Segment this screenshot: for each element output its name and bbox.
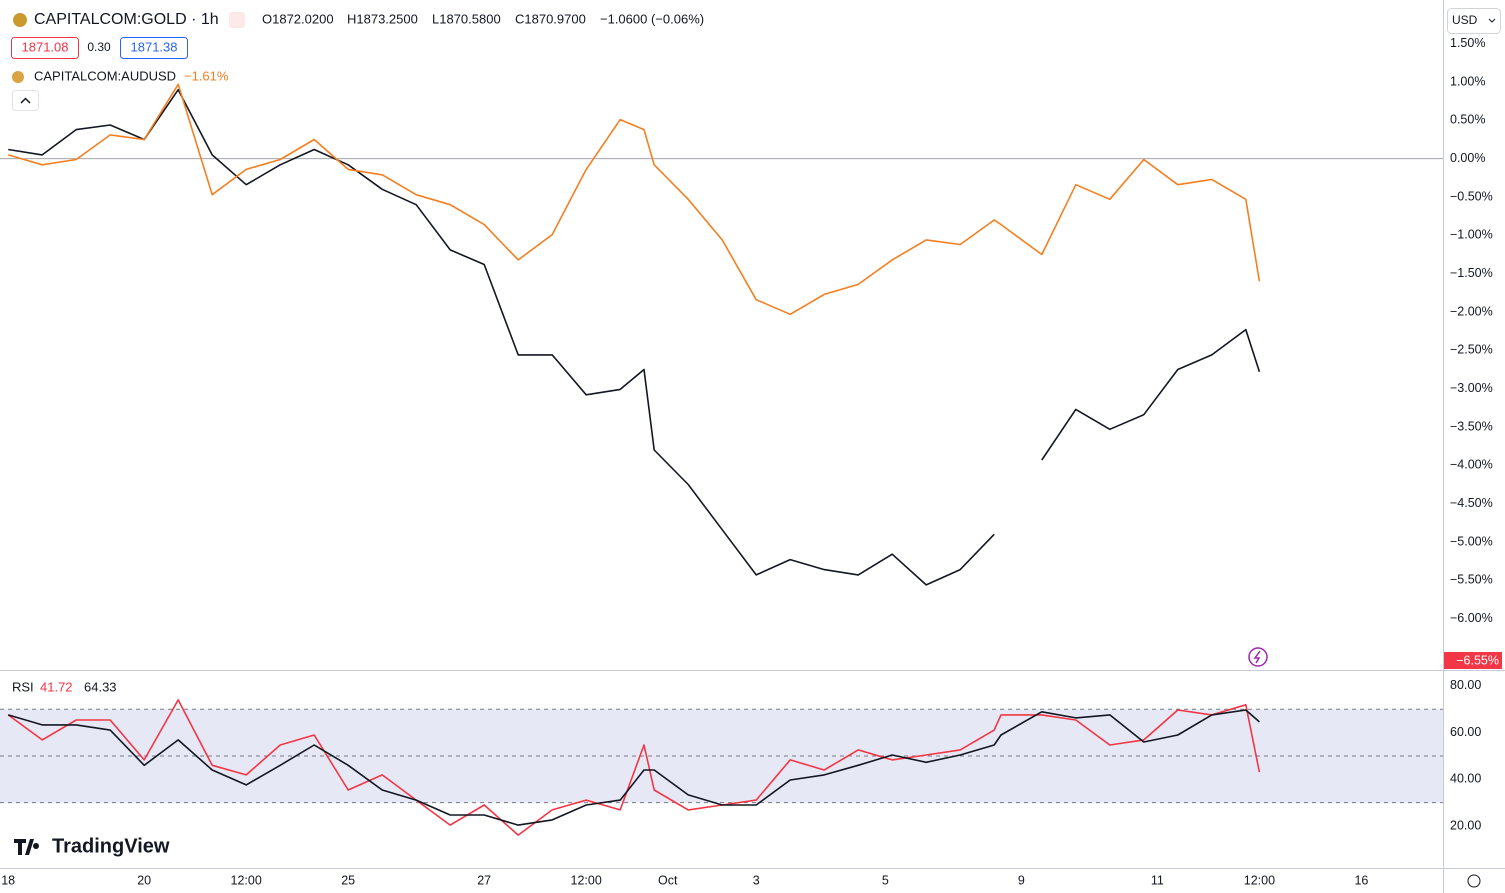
symbol-icon bbox=[13, 13, 27, 27]
collapse-button[interactable] bbox=[12, 90, 39, 111]
indicator-icon bbox=[229, 12, 245, 28]
price-label-box bbox=[1444, 652, 1502, 669]
y-tick-label: −3.50% bbox=[1450, 419, 1493, 433]
y-tick-label: −2.00% bbox=[1450, 304, 1493, 318]
y-tick-label: 1.50% bbox=[1450, 36, 1485, 50]
event-icon[interactable] bbox=[1248, 647, 1268, 667]
series-line bbox=[7, 699, 1261, 836]
ohlc-close: C1870.9700 bbox=[515, 11, 586, 26]
y-tick-label: −1.00% bbox=[1450, 228, 1493, 242]
settings-icon[interactable] bbox=[1467, 874, 1481, 888]
event-bolt bbox=[1253, 650, 1261, 664]
currency-button[interactable] bbox=[1447, 8, 1501, 34]
y-tick-label: −4.00% bbox=[1450, 458, 1493, 472]
compare-icon bbox=[12, 71, 24, 83]
series-line bbox=[7, 709, 1260, 826]
series-line bbox=[8, 88, 1261, 586]
x-tick-label: 20 bbox=[137, 873, 151, 887]
x-tick-label: 12:00 bbox=[231, 873, 262, 887]
spread: 0.30 bbox=[87, 40, 111, 54]
x-tick-label: Oct bbox=[658, 873, 678, 887]
x-tick-label: 16 bbox=[1354, 873, 1368, 887]
ask-box[interactable] bbox=[120, 37, 188, 59]
y-tick-label: −6.00% bbox=[1450, 611, 1493, 625]
x-tick-label: 12:00 bbox=[1244, 873, 1275, 887]
y-tick-label: −5.00% bbox=[1450, 534, 1493, 548]
x-tick-label: 27 bbox=[477, 873, 491, 887]
ohlc-change: −1.0600 (−0.06%) bbox=[600, 11, 704, 26]
y-tick-label: 1.00% bbox=[1450, 74, 1485, 88]
indicator-title: RSI bbox=[12, 679, 34, 694]
brand: TradingView bbox=[52, 835, 170, 857]
ohlc-high: H1873.2500 bbox=[347, 11, 418, 26]
currency: USD bbox=[1452, 13, 1478, 27]
compare-change: −1.61% bbox=[184, 68, 229, 83]
x-tick-label: 18 bbox=[1, 873, 15, 887]
indicator-value: 41.72 bbox=[40, 679, 73, 694]
y-tick-label: −1.50% bbox=[1450, 266, 1493, 280]
dropdown-icon bbox=[1488, 18, 1496, 23]
ohlc-open: O1872.0200 bbox=[262, 11, 334, 26]
symbol-title: CAPITALCOM:GOLD · 1h bbox=[34, 11, 219, 28]
y-tick-label: −5.50% bbox=[1450, 573, 1493, 587]
price-label: −6.55% bbox=[1456, 653, 1499, 667]
ohlc-low: L1870.5800 bbox=[432, 11, 501, 26]
x-tick-label: 9 bbox=[1018, 873, 1025, 887]
compare-symbol: CAPITALCOM:AUDUSD bbox=[34, 68, 176, 83]
y-tick-label: 0.50% bbox=[1450, 113, 1485, 127]
series-line bbox=[7, 83, 1261, 316]
x-tick-label: 3 bbox=[753, 873, 760, 887]
bid-box[interactable] bbox=[11, 37, 79, 59]
y-tick-label: −0.50% bbox=[1450, 189, 1493, 203]
marks-layer: 1.50% 1.00% 0.50% 0.00% −0.50% −1.00% −1.50% −2… bbox=[0, 36, 1493, 887]
x-tick-label: 25 bbox=[341, 873, 355, 887]
rsi-band-layer bbox=[0, 708, 1443, 804]
collapse-icon bbox=[20, 97, 31, 104]
y-tick-label: 80.00 bbox=[1450, 678, 1481, 692]
y-tick-label: −4.50% bbox=[1450, 496, 1493, 510]
ask: 1871.38 bbox=[131, 39, 178, 54]
y-tick-label: 40.00 bbox=[1450, 772, 1481, 786]
y-tick-label: 0.00% bbox=[1450, 151, 1485, 165]
y-tick-label: −2.50% bbox=[1450, 343, 1493, 357]
y-tick-label: −3.00% bbox=[1450, 381, 1493, 395]
x-tick-label: 12:00 bbox=[571, 873, 602, 887]
y-tick-label: 20.00 bbox=[1450, 818, 1481, 832]
indicator-value: 64.33 bbox=[84, 679, 117, 694]
bid: 1871.08 bbox=[22, 39, 69, 54]
brand-logo bbox=[14, 839, 40, 855]
x-tick-label: 5 bbox=[882, 873, 889, 887]
x-tick-label: 11 bbox=[1151, 873, 1164, 887]
y-tick-label: 60.00 bbox=[1450, 725, 1481, 739]
